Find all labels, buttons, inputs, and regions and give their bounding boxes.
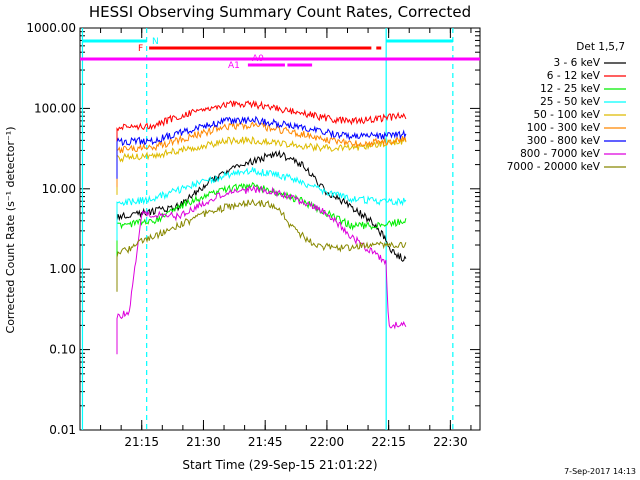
series-line [116,99,407,165]
chart-title: HESSI Observing Summary Count Rates, Cor… [89,3,471,21]
y-tick-label: 0.01 [49,423,76,437]
x-axis-ticks: 21:15 21:30 21:45 22:00 22:15 22:30 [79,28,472,449]
x-tick-label: 22:00 [310,435,345,449]
vertical-markers [81,28,454,430]
flag-label: F [138,44,143,54]
series-line [116,135,407,195]
x-tick-label: 21:15 [124,435,159,449]
y-tick-label: 1.00 [49,262,76,276]
y-tick-label: 0.10 [49,343,76,357]
x-tick-label: 22:15 [371,435,406,449]
series-line [116,184,407,355]
flag-label: A1 [228,61,240,71]
legend-label: 3 - 6 keV [553,57,600,69]
plot-frame [79,27,481,431]
x-axis-label: Start Time (29-Sep-15 21:01:22) [182,458,377,472]
y-tick-label: 1000.00 [26,21,76,35]
flag-bars: NF A0 A1 [80,37,480,71]
legend-label: 300 - 800 keV [527,135,601,147]
legend-label: 800 - 7000 keV [520,148,601,160]
legend-label: 100 - 300 keV [527,122,601,134]
legend-label: 12 - 25 keV [540,83,601,95]
x-tick-label: 22:30 [433,435,468,449]
legend-title: Det 1,5,7 [576,41,625,53]
y-tick-label: 10.00 [42,182,76,196]
x-tick-label: 21:45 [248,435,283,449]
series-line [116,198,407,292]
series-line [116,149,407,262]
flag-label: A0 [252,54,264,64]
y-axis-ticks: 0.01 0.10 1.00 10.00 100.00 1000.00 [26,21,480,437]
x-tick-label: 21:30 [186,435,221,449]
legend-label: 25 - 50 keV [540,96,601,108]
series-line [116,115,407,179]
legend-label: 6 - 12 keV [547,70,601,82]
plot-area [79,27,481,431]
flag-label: N [152,37,159,47]
legend-label: 50 - 100 keV [533,109,600,121]
legend-label: 7000 - 20000 keV [507,161,601,173]
y-axis-label: Corrected Count Rate (s⁻¹ detector⁻¹) [4,127,17,334]
footer-timestamp: 7-Sep-2017 14:13 [564,467,636,476]
data-series [116,99,407,355]
y-tick-label: 100.00 [34,101,76,115]
series-line [116,167,407,241]
